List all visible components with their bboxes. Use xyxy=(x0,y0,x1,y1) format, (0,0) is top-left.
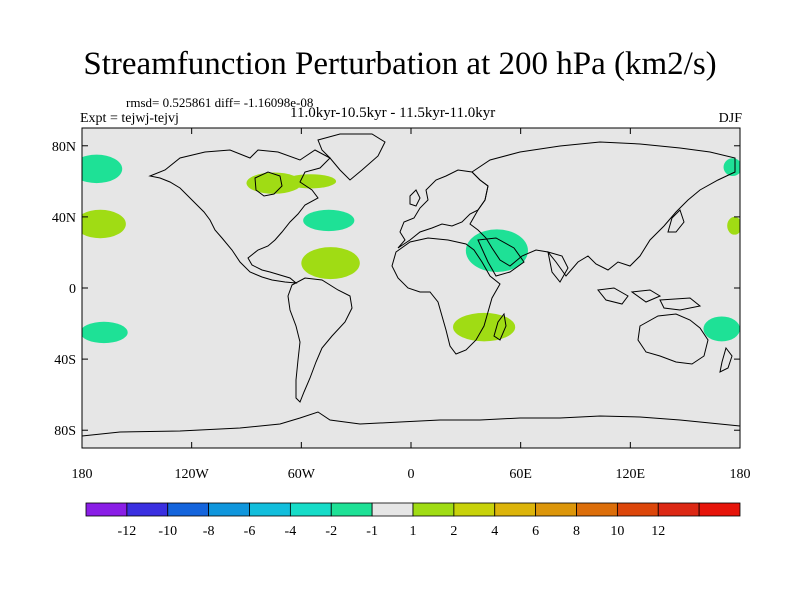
anomaly-region-north-atlantic xyxy=(303,209,355,232)
coast-antarctica xyxy=(82,411,740,437)
colorbar-label: -2 xyxy=(325,524,337,539)
anomaly-region-subtropical-atlantic xyxy=(301,247,360,280)
colorbar-label: -10 xyxy=(158,524,177,539)
coast-new-zealand xyxy=(719,346,733,373)
y-tick-label: 40N xyxy=(52,211,76,226)
colorbar-box xyxy=(576,502,618,517)
x-tick-label: 120W xyxy=(175,467,210,482)
map-background xyxy=(82,128,740,448)
y-tick-label: 80N xyxy=(52,140,76,155)
colorbar-label: -6 xyxy=(244,524,256,539)
colorbar-box xyxy=(535,502,577,517)
anomaly-layer xyxy=(82,154,740,344)
coast-north-america xyxy=(148,149,331,284)
anomaly-region-north-pacific-west xyxy=(82,154,123,184)
colorbar-box xyxy=(412,502,455,517)
colorbar-label: -12 xyxy=(118,524,137,539)
season-label: DJF xyxy=(718,111,742,126)
chart-title: Streamfunction Perturbation at 200 hPa (… xyxy=(83,46,717,82)
y-tick-label: 0 xyxy=(69,282,76,297)
colorbar-box xyxy=(126,502,169,517)
colorbar-box xyxy=(616,502,659,517)
x-tick-label: 180 xyxy=(730,467,751,482)
y-tick-label: 80S xyxy=(54,424,76,439)
coast-australia xyxy=(637,313,709,365)
colorbar-box xyxy=(371,502,414,517)
colorbar-box xyxy=(657,502,700,517)
x-tick-label: 120E xyxy=(616,467,646,482)
coast-arabia xyxy=(477,237,525,277)
y-axis: 80N 40N 0 40S 80S xyxy=(52,140,740,439)
coast-india xyxy=(547,251,569,283)
colorbar-label: -4 xyxy=(285,524,297,539)
stats-line: rmsd= 0.525861 diff= -1.16098e-08 xyxy=(126,95,314,110)
colorbar-box xyxy=(289,502,332,517)
x-tick-label: 180 xyxy=(72,467,93,482)
coast-madagascar xyxy=(493,312,507,341)
coast-japan xyxy=(667,209,685,233)
colorbar-box xyxy=(249,502,291,517)
colorbar-box xyxy=(330,502,373,517)
anomaly-region-labrador xyxy=(284,174,337,189)
colorbar: -12 -10 -8 -6 -4 -2 -1 1 2 4 6 8 10 12 xyxy=(85,502,741,539)
coast-british-isles xyxy=(409,189,421,207)
coast-south-america xyxy=(287,277,353,403)
x-axis: 180 120W 60W 0 60E 120E 180 xyxy=(72,128,751,482)
colorbar-label: 4 xyxy=(491,524,498,539)
colorbar-label: 10 xyxy=(610,524,624,539)
anomaly-region-central-pacific-north-east xyxy=(727,216,740,235)
colorbar-label: -8 xyxy=(203,524,215,539)
colorbar-box xyxy=(453,502,496,517)
x-tick-label: 60E xyxy=(509,467,532,482)
coast-greenland xyxy=(317,133,386,181)
coast-hudson-bay xyxy=(254,171,283,197)
coastlines xyxy=(82,133,740,437)
colorbar-label: 6 xyxy=(532,524,539,539)
x-tick-label: 0 xyxy=(408,467,415,482)
coast-indonesia xyxy=(597,287,702,311)
colorbar-label: 8 xyxy=(573,524,580,539)
anomaly-region-south-pacific-west xyxy=(82,321,128,344)
coast-asia xyxy=(469,141,736,277)
anomaly-region-central-pacific-north xyxy=(82,209,126,239)
colorbar-box xyxy=(85,502,128,517)
anomaly-region-north-pacific-east xyxy=(723,158,740,176)
colorbar-box xyxy=(698,502,741,517)
colorbar-box xyxy=(167,502,210,517)
experiment-label: Expt = tejwj-tejvj xyxy=(80,111,179,126)
period-label: 11.0kyr-10.5kyr - 11.5kyr-11.0kyr xyxy=(290,105,496,121)
anomaly-region-canada-hudson xyxy=(246,172,302,194)
colorbar-label: 1 xyxy=(410,524,417,539)
colorbar-label: 12 xyxy=(651,524,665,539)
coast-africa xyxy=(391,237,501,355)
y-tick-label: 40S xyxy=(54,353,76,368)
colorbar-box xyxy=(494,502,537,517)
x-tick-label: 60W xyxy=(288,467,316,482)
colorbar-label: -1 xyxy=(366,524,378,539)
colorbar-box xyxy=(208,502,250,517)
colorbar-label: 2 xyxy=(450,524,457,539)
anomaly-region-southwest-pacific xyxy=(703,316,740,342)
